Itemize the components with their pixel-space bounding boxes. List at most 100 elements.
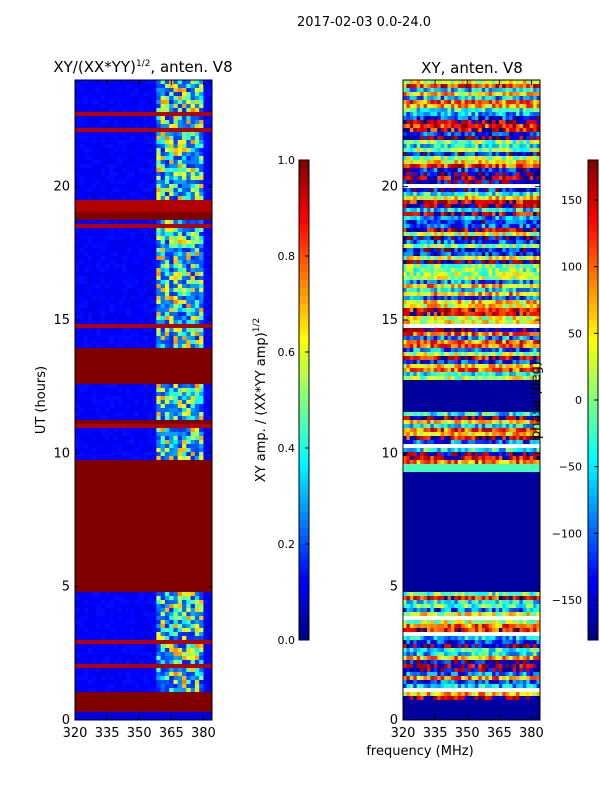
amplitude-cell [152,96,157,101]
amplitude-cell [199,692,204,697]
amplitude-cell [109,540,114,545]
amplitude-cell [134,128,140,133]
amplitude-cell [207,404,213,409]
amplitude-cell [152,188,157,193]
amplitude-cell [87,184,93,189]
amplitude-cell [164,472,170,477]
amplitude-cell [109,284,114,289]
amplitude-cell [130,484,136,489]
amplitude-cell [194,232,200,237]
amplitude-cell [130,388,136,393]
amplitude-cell [92,296,97,301]
amplitude-cell [199,596,204,601]
amplitude-cell [134,572,140,577]
amplitude-cell [87,192,93,197]
amplitude-cell [113,588,119,593]
amplitude-cell [100,392,106,397]
amplitude-cell [173,584,179,589]
amplitude-cell [164,124,170,129]
amplitude-cell [104,92,110,97]
amplitude-cell [117,208,123,213]
amplitude-cell [169,264,174,269]
amplitude-cell [207,676,213,681]
amplitude-cell [203,688,209,693]
amplitude-cell [109,172,114,177]
amplitude-cell [194,624,200,629]
amplitude-cell [143,568,149,573]
amplitude-cell [139,328,144,333]
amplitude-cell [143,224,149,229]
amplitude-cell [79,336,84,341]
amplitude-cell [109,616,114,621]
amplitude-cell [96,664,102,669]
amplitude-cell [83,244,89,249]
amplitude-cell [104,368,110,373]
amplitude-cell [113,496,119,501]
amplitude-cell [113,460,119,465]
amplitude-cell [207,408,213,413]
amplitude-cell [182,596,187,601]
amplitude-cell [164,692,170,697]
amplitude-cell [173,324,179,329]
amplitude-cell [75,368,80,373]
amplitude-cell [75,492,80,497]
amplitude-cell [190,432,196,437]
amplitude-cell [92,256,97,261]
amplitude-cell [117,600,123,605]
amplitude-cell [79,192,84,197]
amplitude-cell [87,416,93,421]
amplitude-cell [182,388,187,393]
amplitude-cell [207,628,213,633]
amplitude-cell [130,408,136,413]
amplitude-cell [143,100,149,105]
amplitude-cell [164,616,170,621]
amplitude-cell [199,132,204,137]
amplitude-cell [177,168,183,173]
amplitude-cell [156,488,162,493]
amplitude-cell [169,560,174,565]
amplitude-cell [203,240,209,245]
amplitude-cell [122,172,127,177]
amplitude-cell [79,612,84,617]
amplitude-cell [130,440,136,445]
amplitude-cell [194,412,200,417]
amplitude-cell [109,160,114,165]
amplitude-cell [203,128,209,133]
amplitude-cell [75,332,80,337]
amplitude-cell [104,660,110,665]
amplitude-cell [190,600,196,605]
amplitude-cell [182,600,187,605]
amplitude-cell [109,408,114,413]
amplitude-cell [190,388,196,393]
amplitude-cell [79,96,84,101]
amplitude-cell [96,400,102,405]
amplitude-cell [203,616,209,621]
amplitude-cell [126,672,132,677]
amplitude-cell [96,436,102,441]
amplitude-cell [113,288,119,293]
amplitude-cell [104,572,110,577]
amplitude-cell [152,608,157,613]
amplitude-cell [113,592,119,597]
amplitude-cell [113,372,119,377]
amplitude-cell [152,260,157,265]
amplitude-cell [199,660,204,665]
amplitude-cell [92,632,97,637]
amplitude-cell [139,220,144,225]
amplitude-cell [203,652,209,657]
amplitude-cell [117,460,123,465]
amplitude-cell [164,160,170,165]
amplitude-cell [177,604,183,609]
amplitude-cell [87,628,93,633]
amplitude-cell [194,160,200,165]
amplitude-cell [139,292,144,297]
amplitude-cell [143,388,149,393]
amplitude-cell [130,160,136,165]
amplitude-cell [139,608,144,613]
amplitude-cell [207,236,213,241]
amplitude-cell [130,652,136,657]
amplitude-cell [160,156,166,161]
amplitude-cell [113,516,119,521]
amplitude-cell [199,372,204,377]
amplitude-cell [199,428,204,433]
